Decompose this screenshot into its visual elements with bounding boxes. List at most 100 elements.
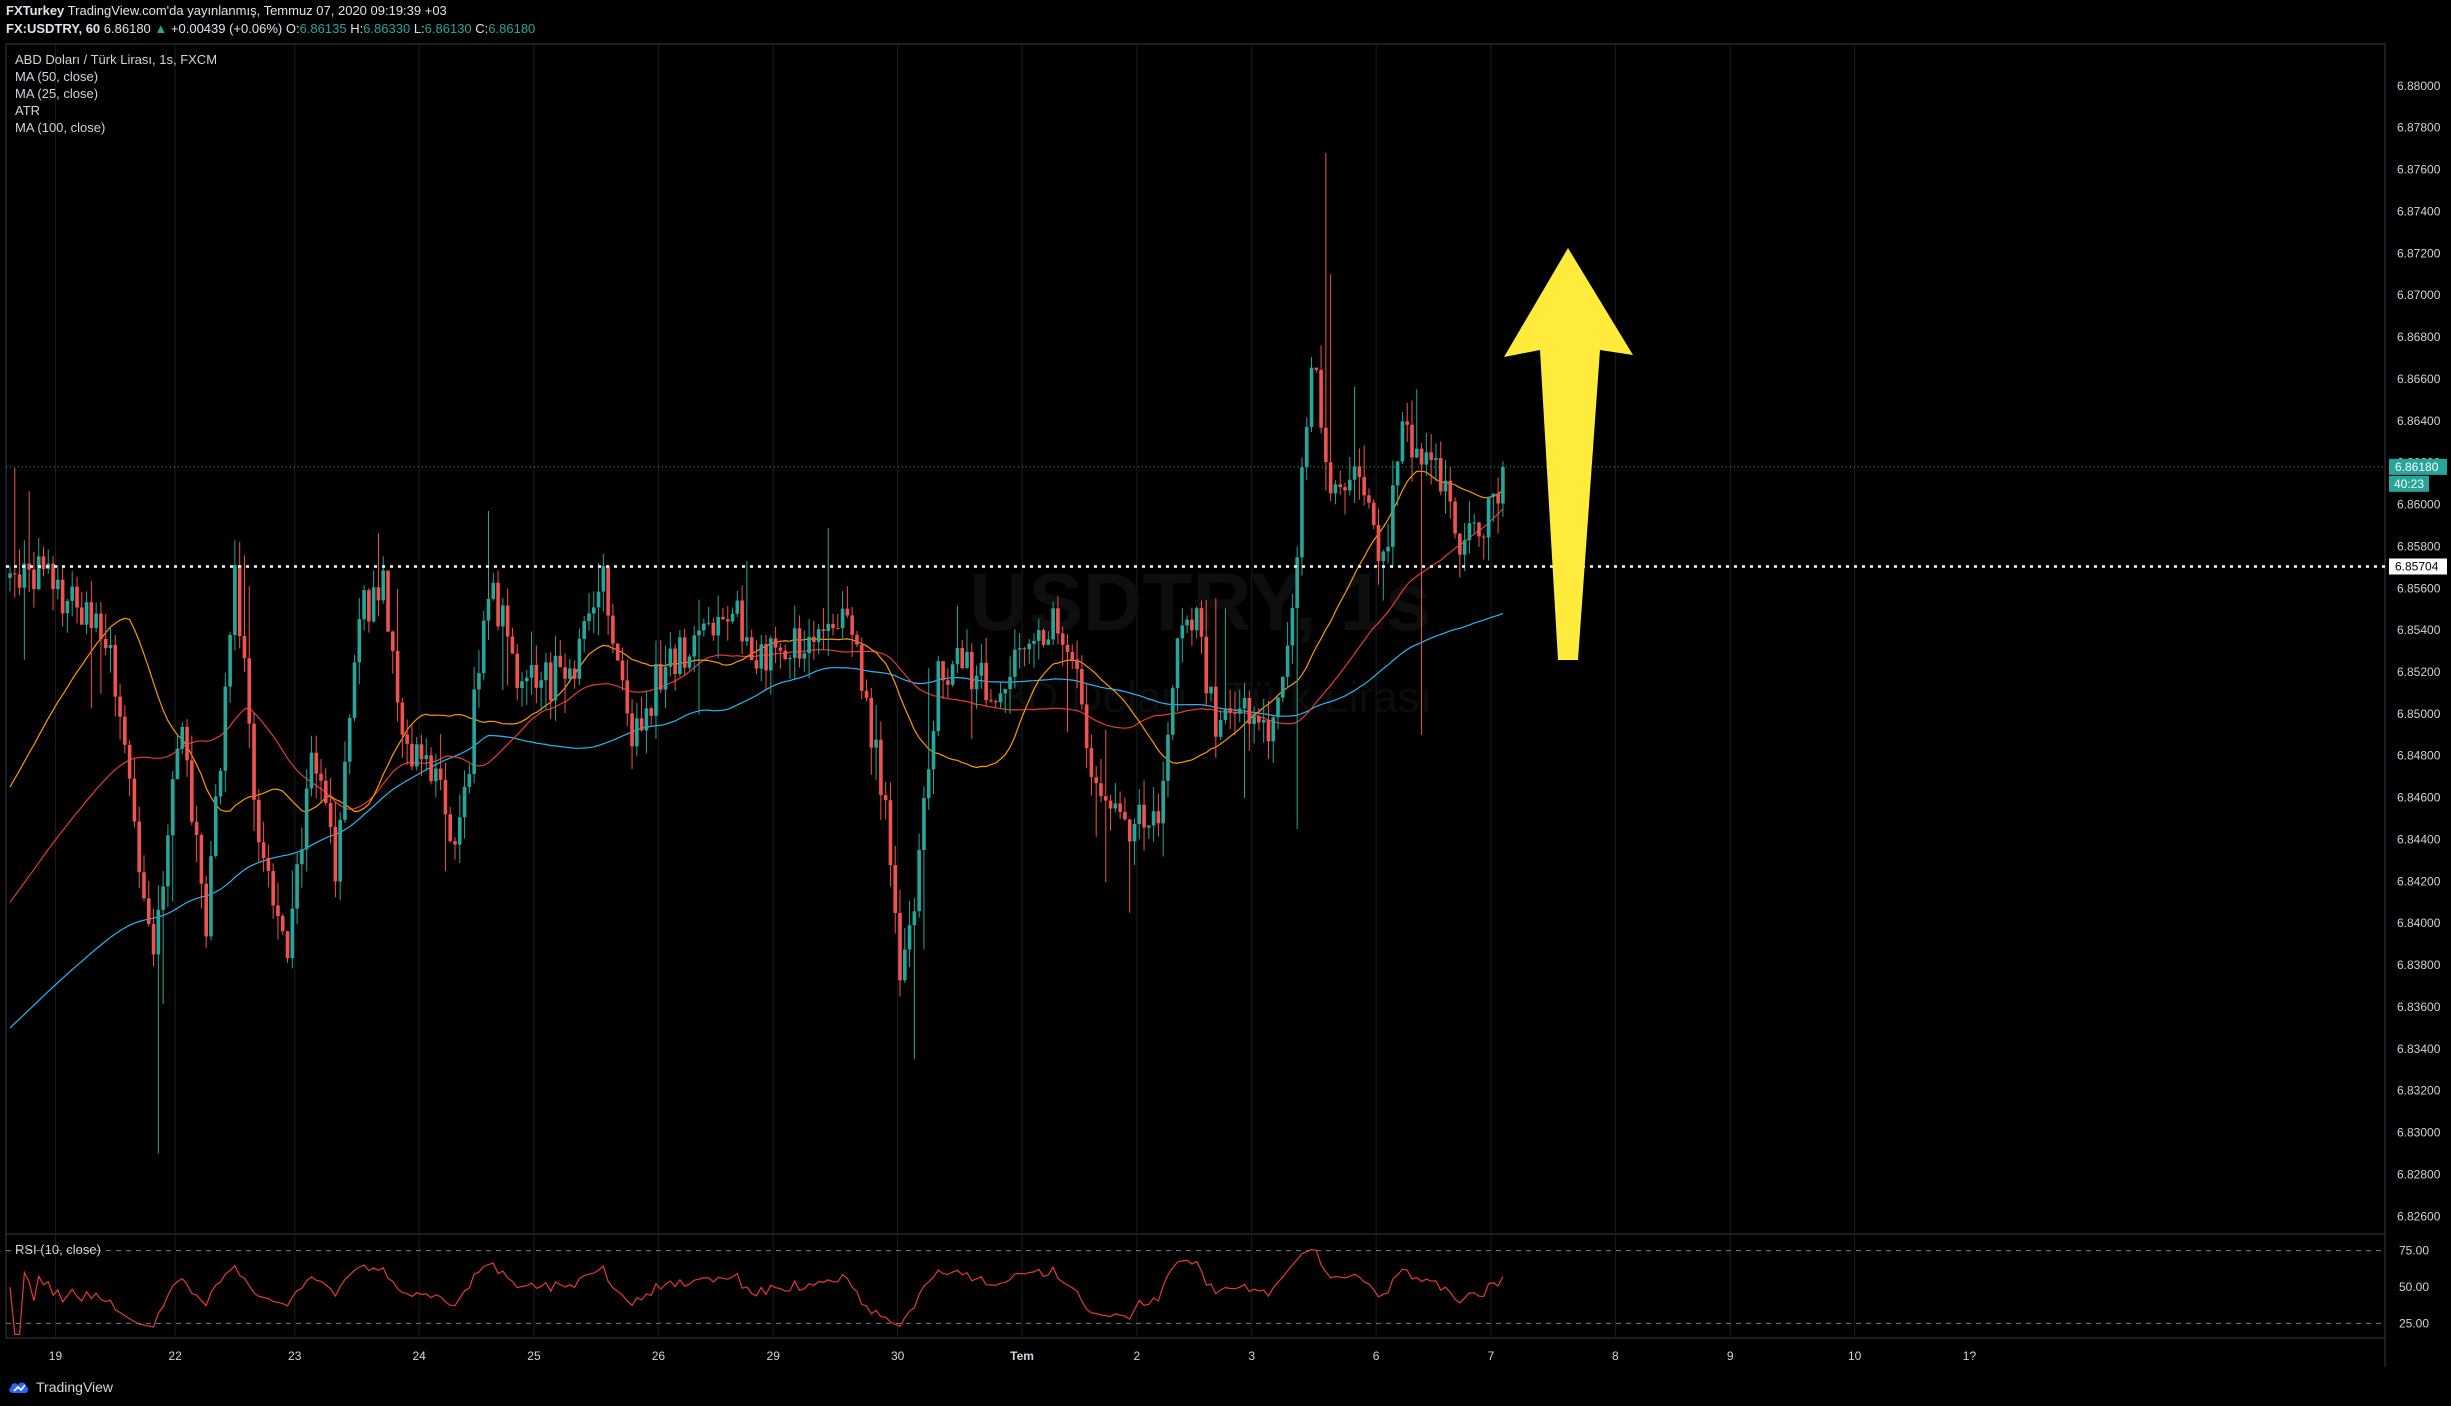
- candle-body: [639, 718, 644, 731]
- legend-atr[interactable]: ATR: [15, 103, 41, 118]
- candle-body: [989, 700, 993, 702]
- time-tick-label: 25: [527, 1349, 541, 1363]
- candle-body: [1242, 698, 1247, 709]
- candle-body: [1113, 803, 1118, 809]
- candle-body: [673, 648, 677, 674]
- candle-body: [209, 855, 213, 937]
- candle-body: [491, 582, 496, 599]
- price-tick-label: 6.87000: [2397, 288, 2441, 302]
- candle-body: [438, 768, 443, 780]
- candle-body: [1472, 522, 1477, 524]
- candle-body: [1199, 608, 1204, 637]
- candle-body: [1496, 493, 1500, 504]
- candle-body: [1453, 501, 1457, 534]
- candle-body: [1209, 686, 1213, 694]
- legend-ma25[interactable]: MA (25, close): [15, 86, 99, 101]
- candle-body: [1204, 636, 1209, 694]
- legend-ma100[interactable]: MA (100, close): [15, 120, 106, 135]
- candle-body: [993, 701, 998, 703]
- candle-body: [692, 635, 697, 657]
- candle-body: [1003, 689, 1008, 694]
- candle-body: [1281, 676, 1285, 698]
- candle-body: [1084, 704, 1089, 749]
- candle-body: [888, 800, 893, 866]
- price-tick-label: 6.87400: [2397, 204, 2441, 218]
- candle-body: [295, 864, 299, 909]
- candle-body: [1395, 461, 1400, 486]
- candle-body: [280, 916, 285, 932]
- candle-body: [984, 662, 988, 701]
- price-tick-label: 6.86600: [2397, 372, 2441, 386]
- candle-body: [836, 628, 840, 630]
- candle-body: [1022, 648, 1027, 650]
- candle-body: [893, 865, 898, 913]
- price-tick-label: 6.83400: [2397, 1042, 2441, 1056]
- candle-body: [926, 769, 931, 799]
- candle-body: [548, 662, 553, 701]
- candle-body: [941, 661, 945, 681]
- price-tick-label: 6.83800: [2397, 958, 2441, 972]
- candle-body: [792, 628, 797, 658]
- candle-body: [1300, 467, 1304, 558]
- rsi-tick-label: 75.00: [2399, 1244, 2429, 1258]
- legend-ma50[interactable]: MA (50, close): [15, 69, 99, 84]
- candle-body: [907, 925, 912, 950]
- last-price-badge: [2389, 458, 2447, 475]
- candle-body: [1046, 639, 1051, 645]
- candle-body: [524, 677, 529, 682]
- candle-body: [764, 644, 768, 671]
- candle-body: [1429, 452, 1433, 460]
- candle-body: [721, 616, 725, 620]
- candle-body: [1080, 669, 1084, 705]
- high-label: H:: [350, 21, 364, 36]
- candle-body: [931, 731, 936, 770]
- candle-body: [477, 673, 481, 690]
- candle-body: [429, 755, 433, 782]
- candle-body: [615, 643, 620, 661]
- candle-body: [529, 665, 534, 678]
- last-price: 6.86180: [103, 21, 151, 36]
- candle-body: [725, 619, 730, 622]
- candle-body: [1161, 780, 1165, 824]
- candle-body: [1008, 676, 1012, 690]
- candle-body: [228, 635, 232, 687]
- candle-body: [127, 744, 132, 779]
- rsi-legend[interactable]: RSI (10, close): [15, 1242, 101, 1257]
- candle-body: [1400, 421, 1405, 462]
- candle-body: [802, 653, 807, 659]
- candle-body: [1371, 502, 1376, 526]
- time-tick-label: 7: [1488, 1349, 1495, 1363]
- tradingview-logo[interactable]: TradingView: [8, 1379, 113, 1395]
- candle-body: [1491, 493, 1496, 497]
- candle-body: [1142, 804, 1146, 828]
- symbol-label: FX:USDTRY, 60: [6, 21, 101, 36]
- rsi-tick-label: 50.00: [2399, 1280, 2429, 1294]
- price-tick-label: 6.85600: [2397, 581, 2441, 595]
- candle-body: [965, 651, 969, 669]
- candle-body: [1443, 480, 1448, 492]
- legend-title[interactable]: ABD Doları / Türk Lirası, 1s, FXCM: [15, 52, 218, 67]
- candle-body: [587, 613, 591, 622]
- candle-body: [678, 637, 682, 674]
- candle-body: [151, 924, 156, 955]
- publish-line: FXTurkey TradingView.com'da yayınlanmış,…: [6, 3, 447, 18]
- time-tick-label: 10: [1848, 1349, 1862, 1363]
- time-tick-label: 29: [767, 1349, 781, 1363]
- footer-bar: [0, 1367, 2451, 1406]
- candle-body: [788, 657, 792, 660]
- candle-body: [362, 590, 366, 620]
- candle-body: [620, 660, 625, 681]
- candle-body: [1414, 448, 1419, 458]
- candle-body: [1458, 533, 1462, 555]
- candle-body: [917, 850, 921, 912]
- candle-body: [558, 655, 563, 668]
- candle-body: [1233, 712, 1237, 714]
- candle-body: [1103, 796, 1108, 801]
- candle-body: [352, 662, 357, 718]
- candle-body: [12, 573, 17, 575]
- candle-body: [711, 622, 716, 636]
- candle-body: [257, 799, 261, 843]
- candle-body: [635, 718, 639, 747]
- candle-body: [1032, 640, 1036, 644]
